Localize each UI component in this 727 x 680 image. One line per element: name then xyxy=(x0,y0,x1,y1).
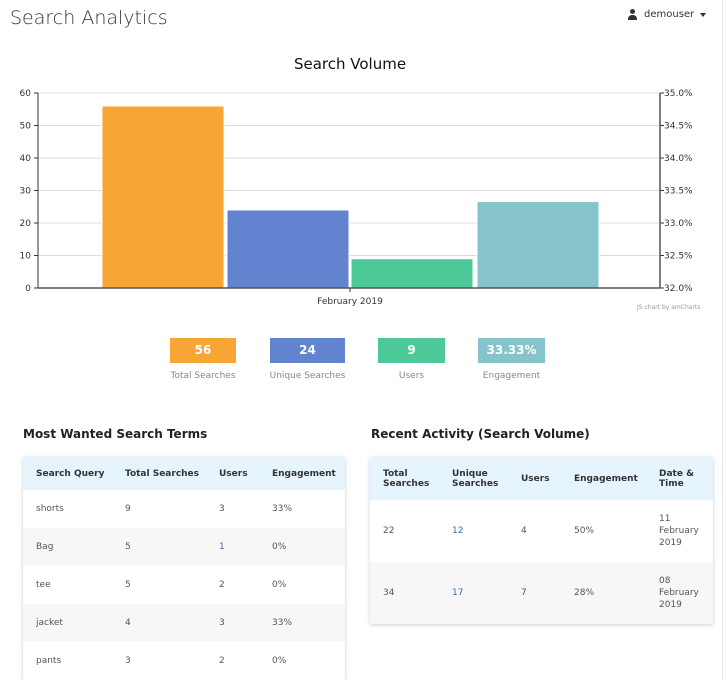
table-row: shorts 9 3 33% xyxy=(23,490,345,528)
table-cell: 08 February 2019 xyxy=(659,575,699,611)
kpi-value: 56 xyxy=(170,338,236,363)
x-tick-label: February 2019 xyxy=(317,297,383,307)
column-header[interactable]: Date & Time xyxy=(659,468,694,489)
username: demouser xyxy=(644,9,695,20)
user-icon xyxy=(627,9,638,20)
y2-tick-label: 33.0% xyxy=(664,219,693,229)
kpi-total-searches: 56 Total Searches xyxy=(170,338,236,381)
table-row: tee 5 2 0% xyxy=(23,566,345,604)
column-header[interactable]: Engagement xyxy=(272,468,336,479)
column-header[interactable]: Engagement xyxy=(574,473,638,484)
column-header[interactable]: Unique Searches xyxy=(452,468,499,489)
table-cell: 12 xyxy=(452,525,464,536)
chart-credit[interactable]: JS chart by amCharts xyxy=(637,304,701,311)
chart-title: Search Volume xyxy=(293,55,407,73)
table-cell: 5 xyxy=(125,579,131,590)
column-header[interactable]: Search Query xyxy=(36,468,105,479)
kpi-label: Engagement xyxy=(482,371,541,381)
y-tick-label: 0 xyxy=(25,284,31,294)
y-tick-label: 50 xyxy=(20,122,32,132)
kpi-label: Users xyxy=(398,371,425,381)
table-cell: pants xyxy=(36,655,62,666)
table-cell: 2 xyxy=(219,579,225,590)
table-cell: 0% xyxy=(272,541,287,552)
table-cell: 9 xyxy=(125,503,131,514)
table-cell: 2 xyxy=(219,655,225,666)
column-header[interactable]: Users xyxy=(219,468,248,479)
table-row: 22 12 4 50% 11 February 2019 xyxy=(370,500,713,562)
y2-tick-label: 34.0% xyxy=(664,154,693,164)
y-tick-label: 60 xyxy=(20,89,32,99)
kpi-unique-searches: 24 Unique Searches xyxy=(270,338,345,381)
table-cell: 5 xyxy=(125,541,131,552)
table-cell: 33% xyxy=(272,617,293,628)
user-menu[interactable]: demouser xyxy=(627,9,707,20)
terms-table: Search Query Total Searches Users Engagemen… xyxy=(23,457,345,680)
y-tick-label: 30 xyxy=(20,187,32,197)
table-cell: 3 xyxy=(125,655,131,666)
table-header: Total Searches Unique Searches Users Engage… xyxy=(370,457,713,500)
kpi-engagement: 33.33% Engagement xyxy=(478,338,545,381)
column-header[interactable]: Total Searches xyxy=(125,468,200,479)
table-cell: 3 xyxy=(219,617,225,628)
table-cell: 17 xyxy=(452,587,464,598)
y2-tick-label: 35.0% xyxy=(664,89,693,99)
y2-tick-label: 32.0% xyxy=(664,284,693,294)
table-cell: 4 xyxy=(125,617,131,628)
column-header[interactable]: Users xyxy=(521,473,550,484)
table-row: Bag 5 1 0% xyxy=(23,528,345,566)
table-cell: 50% xyxy=(574,525,595,536)
table-cell: 4 xyxy=(521,525,527,536)
table-cell: 11 February 2019 xyxy=(659,513,699,549)
table-cell: Bag xyxy=(36,541,54,552)
table-row: pants 3 2 0% xyxy=(23,642,345,680)
table-cell: 1 xyxy=(219,541,225,552)
bar-unique-searches xyxy=(226,209,350,289)
bar-engagement xyxy=(476,201,600,289)
table-cell: tee xyxy=(36,579,51,590)
kpi-users: 9 Users xyxy=(378,338,445,381)
bar-users xyxy=(350,258,474,289)
table-cell: 7 xyxy=(521,587,527,598)
column-header[interactable]: Total Searches xyxy=(383,468,430,489)
caret-down-icon xyxy=(700,12,707,17)
activity-title: Recent Activity (Search Volume) xyxy=(371,427,590,441)
y-tick-label: 20 xyxy=(20,219,32,229)
page-edge xyxy=(722,0,723,680)
table-header: Search Query Total Searches Users Engagemen… xyxy=(23,457,345,490)
table-cell: 33% xyxy=(272,503,293,514)
table-row: jacket 4 3 33% xyxy=(23,604,345,642)
kpi-value: 9 xyxy=(378,338,445,363)
bar-total-searches xyxy=(101,105,225,289)
kpi-label: Total Searches xyxy=(170,371,236,381)
y-tick-label: 40 xyxy=(20,154,32,164)
y2-tick-label: 32.5% xyxy=(664,252,693,262)
kpi-label: Unique Searches xyxy=(269,371,346,381)
search-volume-chart: 0 10 20 30 40 50 60 32.0% 32.5% 33.0% 33.5% 34.0% 34… xyxy=(20,89,693,307)
table-row: 34 17 7 28% 08 February 2019 xyxy=(370,562,713,624)
table-cell: 0% xyxy=(272,655,287,666)
y-tick-label: 10 xyxy=(20,252,32,262)
page-title: Search Analytics xyxy=(10,7,168,29)
table-cell: 34 xyxy=(383,587,395,598)
activity-table: Total Searches Unique Searches Users Engage… xyxy=(370,457,713,624)
y2-tick-label: 34.5% xyxy=(664,122,693,132)
table-cell: 22 xyxy=(383,525,395,536)
table-cell: 28% xyxy=(574,587,595,598)
kpi-value: 24 xyxy=(270,338,345,363)
y2-tick-label: 33.5% xyxy=(664,187,693,197)
table-cell: 3 xyxy=(219,503,225,514)
terms-title: Most Wanted Search Terms xyxy=(23,427,208,441)
table-cell: jacket xyxy=(36,617,63,628)
table-cell: shorts xyxy=(36,503,64,514)
kpi-value: 33.33% xyxy=(478,338,545,363)
table-cell: 0% xyxy=(272,579,287,590)
